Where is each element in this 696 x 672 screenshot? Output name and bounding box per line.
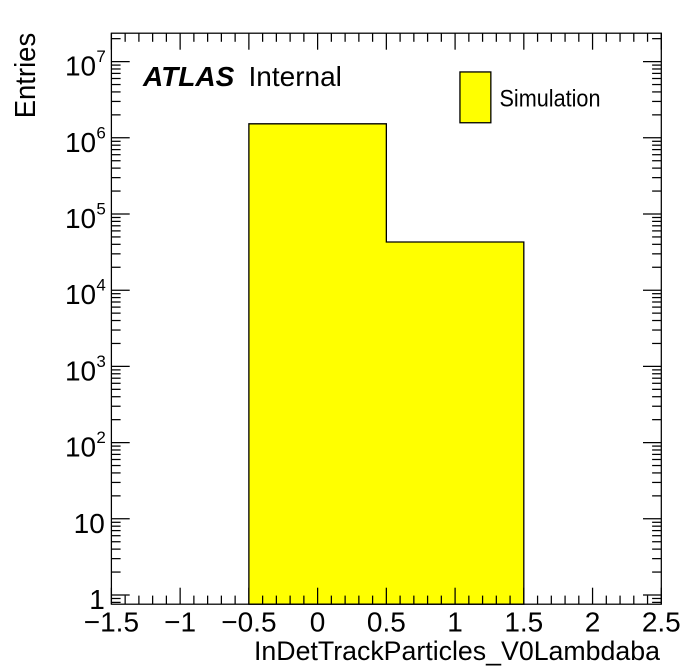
- svg-text:−1: −1: [164, 607, 196, 638]
- svg-text:2: 2: [96, 428, 105, 447]
- svg-text:1: 1: [447, 607, 463, 638]
- svg-text:Entries: Entries: [10, 33, 42, 119]
- svg-text:5: 5: [96, 200, 105, 219]
- svg-text:1.5: 1.5: [504, 607, 543, 638]
- svg-text:Simulation: Simulation: [500, 86, 601, 113]
- svg-text:InDetTrackParticles_V0Lambdaba: InDetTrackParticles_V0Lambdaba: [254, 636, 661, 666]
- svg-text:2: 2: [585, 607, 601, 638]
- svg-text:10: 10: [65, 51, 96, 82]
- svg-text:10: 10: [65, 127, 96, 158]
- svg-text:10: 10: [65, 279, 96, 310]
- svg-text:10: 10: [65, 203, 96, 234]
- svg-text:1: 1: [89, 584, 105, 615]
- svg-text:10: 10: [65, 432, 96, 463]
- svg-text:3: 3: [96, 352, 105, 371]
- svg-text:2.5: 2.5: [642, 607, 681, 638]
- svg-text:0.5: 0.5: [367, 607, 406, 638]
- svg-text:4: 4: [96, 276, 105, 295]
- svg-text:0: 0: [310, 607, 326, 638]
- svg-text:ATLAS: ATLAS: [142, 61, 235, 92]
- svg-text:−1.5: −1.5: [84, 607, 139, 638]
- svg-text:10: 10: [65, 355, 96, 386]
- svg-text:−0.5: −0.5: [221, 607, 276, 638]
- svg-text:6: 6: [96, 123, 105, 142]
- svg-text:10: 10: [74, 508, 105, 539]
- svg-text:Internal: Internal: [249, 61, 342, 92]
- svg-text:7: 7: [96, 47, 105, 66]
